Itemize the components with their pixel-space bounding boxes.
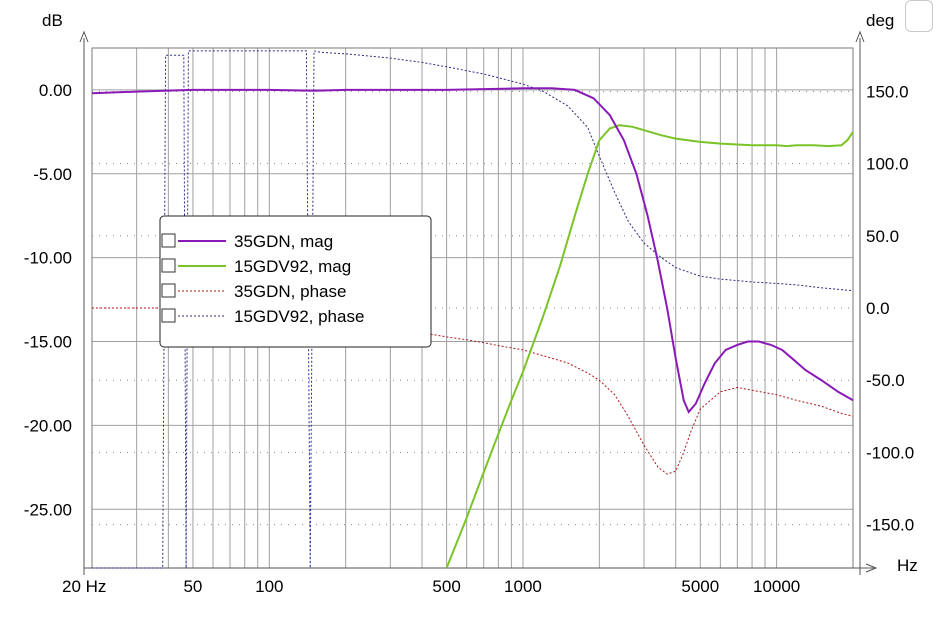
tick-labels: 0.00 -5.00 -10.00 -15.00 -20.00 -25.00 150.0 10… <box>24 81 914 596</box>
x-tick-label: 500 <box>432 577 460 596</box>
x-tick-label: 50 <box>183 577 202 596</box>
legend-label: 15GDV92, phase <box>234 307 364 326</box>
legend-checkbox[interactable] <box>161 308 176 323</box>
y-left-tick-label: -15.00 <box>24 333 72 352</box>
legend-label: 35GDN, phase <box>234 282 346 301</box>
y-right-tick-label: -150.0 <box>866 516 914 535</box>
x-tick-label: 100 <box>255 577 283 596</box>
series-line <box>445 124 854 569</box>
series-line <box>91 87 854 414</box>
series-line <box>92 50 854 569</box>
y-left-tick-label: -10.00 <box>24 249 72 268</box>
y-right-tick-label: 150.0 <box>866 82 909 101</box>
y-right-tick-label: 0.0 <box>866 299 890 318</box>
x-tick-label: 5000 <box>681 577 719 596</box>
x-tick-label: 10000 <box>753 577 800 596</box>
y-left-unit: dB <box>42 11 63 30</box>
legend-box <box>159 215 432 348</box>
legend-checkbox[interactable] <box>161 283 176 298</box>
y-right-tick-label: 50.0 <box>866 227 899 246</box>
legend-label: 35GDN, mag <box>234 232 333 251</box>
x-tick-label: 1000 <box>504 577 542 596</box>
y-right-unit: deg <box>866 11 894 30</box>
y-left-tick-label: -20.00 <box>24 416 72 435</box>
legend-checkbox[interactable] <box>161 233 176 248</box>
corner-widget[interactable] <box>905 0 933 32</box>
x-axis-arrow <box>865 563 878 573</box>
y-right-axis-arrow <box>855 30 865 43</box>
legend: 35GDN, mag 15GDV92, mag 35GDN, phase 15GDV9… <box>159 215 432 348</box>
axis-units: dB deg Hz <box>42 11 918 575</box>
y-left-tick-label: -25.00 <box>24 500 72 519</box>
legend-label: 15GDV92, mag <box>234 257 351 276</box>
x-tick-label: 20 Hz <box>62 577 106 596</box>
y-right-tick-label: -50.0 <box>866 371 905 390</box>
x-unit: Hz <box>897 556 918 575</box>
y-right-tick-label: -100.0 <box>866 443 914 462</box>
legend-checkbox[interactable] <box>161 258 176 273</box>
y-left-tick-label: -5.00 <box>33 165 72 184</box>
y-left-axis-arrow <box>79 30 89 43</box>
y-left-tick-label: 0.00 <box>39 81 72 100</box>
y-right-tick-label: 100.0 <box>866 155 909 174</box>
